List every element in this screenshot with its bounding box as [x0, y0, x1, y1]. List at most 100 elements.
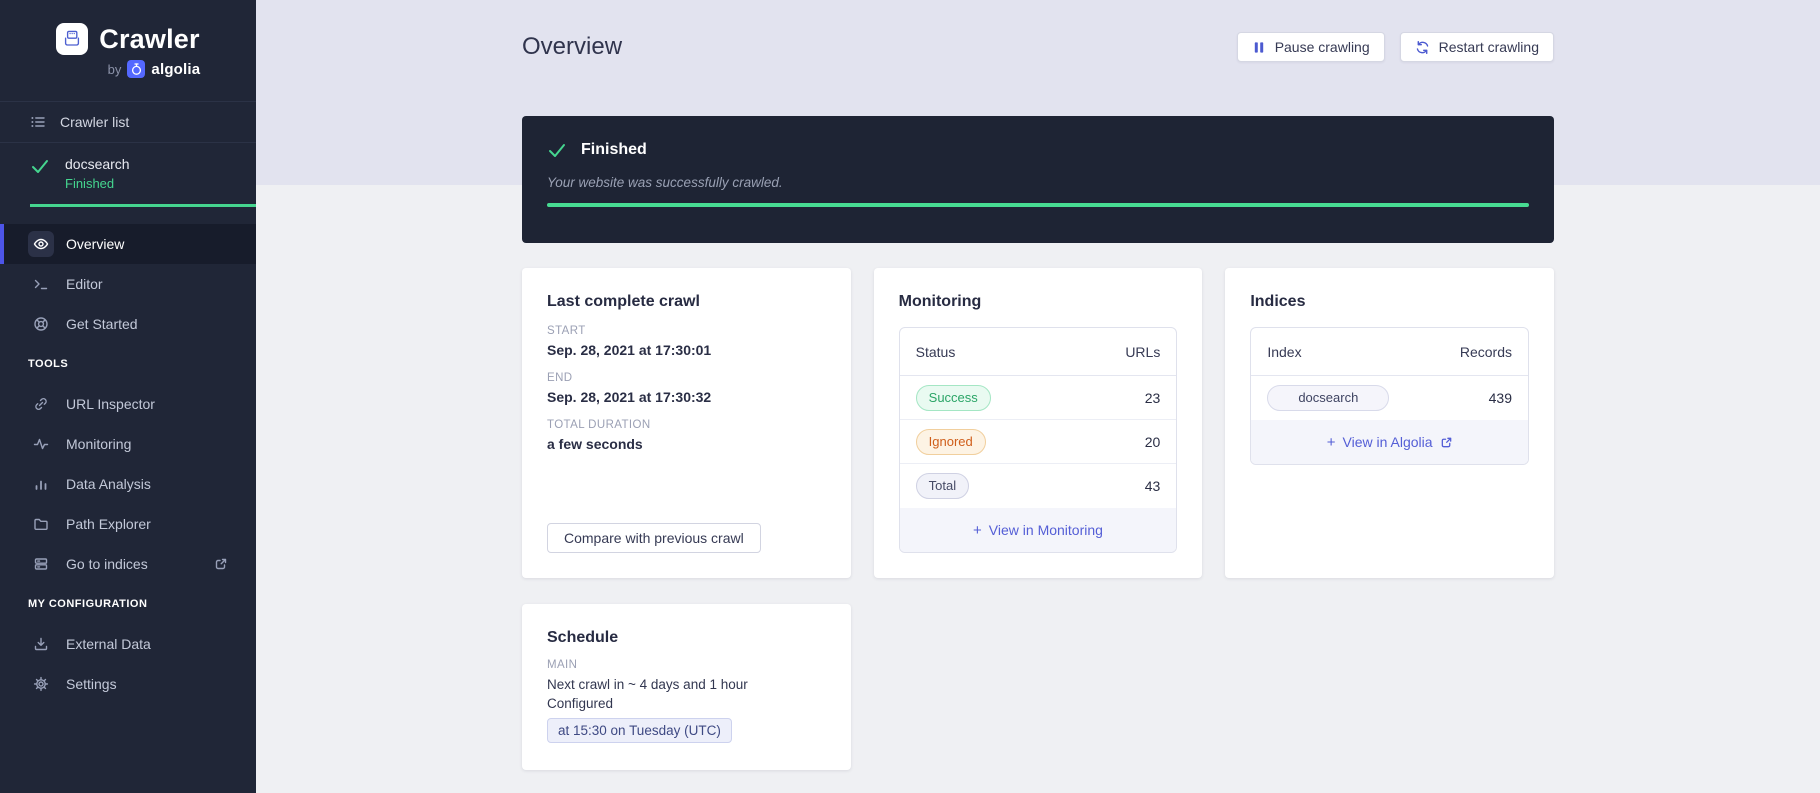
sidebar-item-path-explorer[interactable]: Path Explorer [0, 504, 256, 544]
nav-label: Get Started [66, 316, 138, 332]
schedule-time-badge: at 15:30 on Tuesday (UTC) [547, 718, 732, 743]
folder-icon [28, 511, 54, 537]
refresh-icon [1416, 40, 1428, 54]
crawl-progress-bar [30, 204, 256, 207]
pause-icon [1254, 41, 1263, 53]
card-title: Indices [1250, 293, 1306, 310]
main-content: Overview Pause crawling [256, 0, 1820, 793]
status-badge-total: Total [915, 473, 970, 499]
sidebar-item-get-started[interactable]: Get Started [0, 304, 256, 344]
algolia-stopwatch-icon [131, 62, 141, 75]
column-header-records: Records [1459, 343, 1512, 360]
current-crawler[interactable]: docsearch Finished [0, 143, 256, 207]
banner-status: Finished [581, 141, 647, 158]
crawler-logo-tile [56, 23, 89, 55]
external-link-icon [214, 557, 228, 571]
schedule-next-crawl: Next crawl in ~ 4 days and 1 hour [547, 677, 748, 692]
nav-label: Settings [66, 676, 117, 692]
crawler-list-label: Crawler list [60, 114, 130, 130]
list-icon [31, 117, 45, 127]
link-icon [28, 391, 54, 417]
sidebar-item-overview[interactable]: Overview [0, 224, 256, 264]
server-icon [28, 551, 54, 577]
nav-label: External Data [66, 636, 151, 652]
sidebar-item-crawler-list[interactable]: Crawler list [0, 102, 256, 143]
nav-label: Path Explorer [66, 516, 151, 532]
status-badge-ignored: Ignored [915, 428, 986, 455]
brand-name: algolia [151, 60, 201, 78]
banner-message: Your website was successfully crawled. [547, 175, 783, 190]
column-header-status: Status [915, 343, 956, 360]
algolia-logo-tile [127, 60, 146, 78]
nav-section-tools: TOOLS [28, 358, 69, 370]
app-logo[interactable]: Crawler by algolia [0, 0, 256, 102]
card-title: Schedule [547, 629, 619, 646]
index-name-pill[interactable]: docsearch [1267, 385, 1390, 411]
logo-by-text: by [107, 61, 122, 77]
nav-label: Editor [66, 276, 103, 292]
banner-progress-bar [547, 203, 1529, 207]
terminal-icon [28, 271, 54, 297]
bar-chart-icon [28, 471, 54, 497]
monitoring-card: Monitoring Status URLs Success 23 Ignore… [873, 268, 1203, 578]
indices-card: Indices Index Records docsearch 439 + Vi… [1225, 268, 1554, 578]
topbar: Overview Pause crawling [522, 0, 1554, 62]
field-label-duration: TOTAL DURATION [547, 419, 651, 431]
nav-label: Go to indices [66, 556, 148, 572]
page-title: Overview [522, 33, 623, 60]
column-header-urls: URLs [1125, 343, 1161, 360]
schedule-card: Schedule MAIN Next crawl in ~ 4 days and… [522, 604, 851, 770]
nav-section-my-configuration: MY CONFIGURATION [28, 598, 148, 610]
last-complete-crawl-card: Last complete crawl START Sep. 28, 2021 … [522, 268, 851, 578]
eye-icon [28, 231, 54, 257]
column-header-index: Index [1267, 343, 1302, 360]
urls-count: 23 [1144, 389, 1161, 406]
view-in-monitoring-link[interactable]: + View in Monitoring [899, 508, 1177, 552]
monitoring-table: Status URLs Success 23 Ignored 20 Total … [898, 327, 1178, 553]
nav-label: URL Inspector [66, 396, 155, 412]
card-title: Monitoring [898, 293, 982, 310]
schedule-main-label: MAIN [547, 659, 578, 671]
table-row: Ignored 20 [899, 420, 1177, 464]
sidebar-item-settings[interactable]: Settings [0, 664, 256, 704]
view-in-algolia-link[interactable]: + View in Algolia [1251, 420, 1528, 464]
gear-icon [28, 671, 54, 697]
crawl-status-banner: Finished Your website was successfully c… [522, 116, 1554, 243]
sidebar-item-go-to-indices[interactable]: Go to indices [0, 544, 256, 584]
sidebar: Crawler by algolia Crawler list [0, 0, 256, 793]
field-value-duration: a few seconds [547, 436, 643, 452]
field-label-end: END [547, 372, 573, 384]
crawler-status: Finished [65, 176, 115, 191]
plus-icon: + [973, 521, 982, 539]
status-badge-success: Success [915, 384, 991, 411]
crawler-name: docsearch [65, 156, 130, 172]
check-icon [549, 144, 565, 157]
sidebar-item-external-data[interactable]: External Data [0, 624, 256, 664]
pause-crawling-button[interactable]: Pause crawling [1236, 32, 1385, 62]
schedule-configured: Configured [547, 696, 614, 711]
urls-count: 20 [1144, 433, 1161, 450]
field-value-end: Sep. 28, 2021 at 17:30:32 [547, 389, 712, 405]
sidebar-item-data-analysis[interactable]: Data Analysis [0, 464, 256, 504]
lifebuoy-icon [28, 311, 54, 337]
card-title: Last complete crawl [547, 293, 700, 310]
download-icon [28, 631, 54, 657]
sidebar-item-monitoring[interactable]: Monitoring [0, 424, 256, 464]
activity-icon [28, 431, 54, 457]
external-link-icon [1441, 437, 1451, 447]
sidebar-item-url-inspector[interactable]: URL Inspector [0, 384, 256, 424]
cards-grid: Last complete crawl START Sep. 28, 2021 … [522, 268, 1554, 770]
nav-label: Monitoring [66, 436, 132, 452]
table-row: docsearch 439 [1251, 376, 1528, 420]
crawler-scanner-icon [65, 30, 80, 46]
product-name: Crawler [99, 23, 200, 54]
sidebar-nav: Overview Editor Get Started TOOLS URL In… [0, 224, 256, 704]
indices-table: Index Records docsearch 439 + View in Al… [1250, 327, 1529, 465]
compare-previous-crawl-button[interactable]: Compare with previous crawl [547, 523, 761, 553]
records-count: 439 [1488, 390, 1512, 406]
restart-crawling-button[interactable]: Restart crawling [1399, 32, 1554, 62]
nav-label: Overview [66, 236, 125, 252]
table-row: Total 43 [900, 464, 1177, 508]
sidebar-item-editor[interactable]: Editor [0, 264, 256, 304]
table-row: Success 23 [899, 376, 1177, 420]
